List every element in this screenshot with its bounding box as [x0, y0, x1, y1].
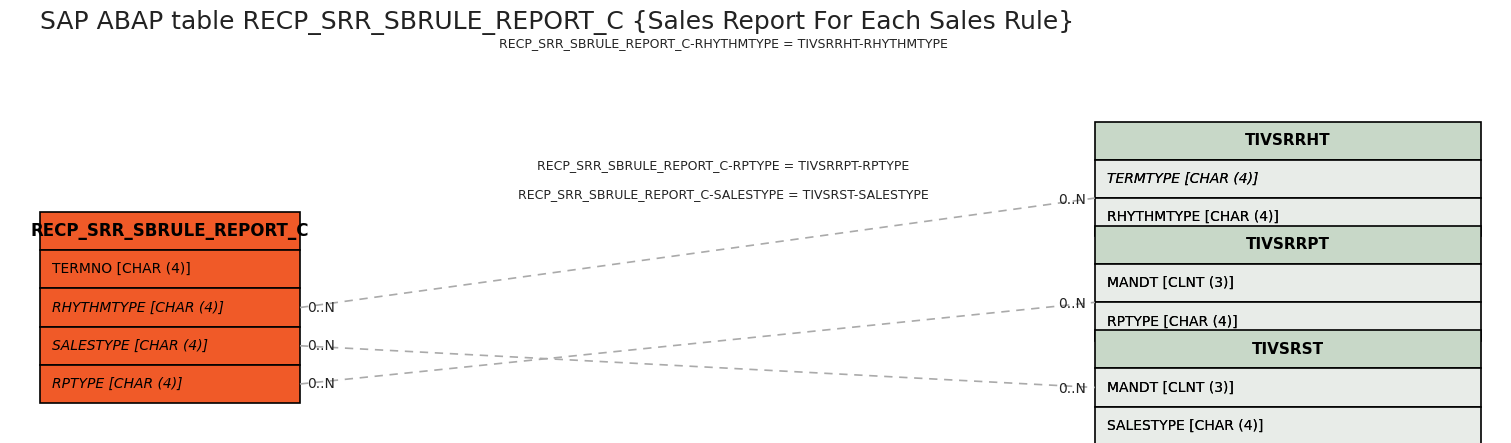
- Text: 0..N: 0..N: [1058, 382, 1086, 396]
- Text: RPTYPE [CHAR (4)]: RPTYPE [CHAR (4)]: [1108, 315, 1238, 328]
- Text: RECP_SRR_SBRULE_REPORT_C-SALESTYPE = TIVSRST-SALESTYPE: RECP_SRR_SBRULE_REPORT_C-SALESTYPE = TIV…: [518, 188, 929, 201]
- FancyBboxPatch shape: [39, 288, 301, 326]
- FancyBboxPatch shape: [39, 212, 301, 250]
- FancyBboxPatch shape: [1095, 302, 1481, 341]
- Text: RPTYPE [CHAR (4)]: RPTYPE [CHAR (4)]: [51, 377, 183, 391]
- Text: TERMNO [CHAR (4)]: TERMNO [CHAR (4)]: [51, 262, 190, 276]
- Text: RPTYPE [CHAR (4)]: RPTYPE [CHAR (4)]: [1108, 315, 1238, 328]
- FancyBboxPatch shape: [1095, 407, 1481, 443]
- FancyBboxPatch shape: [1095, 330, 1481, 368]
- Text: RECP_SRR_SBRULE_REPORT_C-RPTYPE = TIVSRRPT-RPTYPE: RECP_SRR_SBRULE_REPORT_C-RPTYPE = TIVSRR…: [538, 159, 910, 171]
- FancyBboxPatch shape: [1095, 198, 1481, 236]
- Text: MANDT [CLNT (3)]: MANDT [CLNT (3)]: [1108, 381, 1233, 394]
- Text: RHYTHMTYPE [CHAR (4)]: RHYTHMTYPE [CHAR (4)]: [1108, 210, 1278, 224]
- Text: 0..N: 0..N: [1058, 297, 1086, 311]
- Text: SALESTYPE [CHAR (4)]: SALESTYPE [CHAR (4)]: [1108, 419, 1263, 433]
- FancyBboxPatch shape: [1095, 160, 1481, 198]
- Text: TIVSRST: TIVSRST: [1253, 342, 1324, 357]
- Text: TIVSRRHT: TIVSRRHT: [1245, 133, 1331, 148]
- Text: 0..N: 0..N: [307, 300, 335, 315]
- Text: TERMTYPE [CHAR (4)]: TERMTYPE [CHAR (4)]: [1108, 172, 1259, 186]
- FancyBboxPatch shape: [39, 250, 301, 288]
- FancyBboxPatch shape: [1095, 264, 1481, 302]
- Text: 0..N: 0..N: [1058, 193, 1086, 207]
- Text: RECP_SRR_SBRULE_REPORT_C: RECP_SRR_SBRULE_REPORT_C: [30, 222, 310, 240]
- FancyBboxPatch shape: [1095, 368, 1481, 407]
- Text: SAP ABAP table RECP_SRR_SBRULE_REPORT_C {Sales Report For Each Sales Rule}: SAP ABAP table RECP_SRR_SBRULE_REPORT_C …: [39, 11, 1074, 35]
- Text: TERMTYPE [CHAR (4)]: TERMTYPE [CHAR (4)]: [1108, 172, 1259, 186]
- Text: MANDT [CLNT (3)]: MANDT [CLNT (3)]: [1108, 276, 1233, 290]
- Text: RHYTHMTYPE [CHAR (4)]: RHYTHMTYPE [CHAR (4)]: [1108, 210, 1278, 224]
- FancyBboxPatch shape: [1095, 122, 1481, 160]
- Text: SALESTYPE [CHAR (4)]: SALESTYPE [CHAR (4)]: [1108, 419, 1263, 433]
- FancyBboxPatch shape: [1095, 226, 1481, 264]
- Text: RHYTHMTYPE [CHAR (4)]: RHYTHMTYPE [CHAR (4)]: [51, 300, 224, 315]
- FancyBboxPatch shape: [39, 365, 301, 403]
- Text: RECP_SRR_SBRULE_REPORT_C-RHYTHMTYPE = TIVSRRHT-RHYTHMTYPE: RECP_SRR_SBRULE_REPORT_C-RHYTHMTYPE = TI…: [499, 37, 947, 50]
- FancyBboxPatch shape: [39, 326, 301, 365]
- Text: MANDT [CLNT (3)]: MANDT [CLNT (3)]: [1108, 381, 1233, 394]
- Text: MANDT [CLNT (3)]: MANDT [CLNT (3)]: [1108, 276, 1233, 290]
- Text: 0..N: 0..N: [307, 339, 335, 353]
- Text: TIVSRRPT: TIVSRRPT: [1247, 237, 1330, 253]
- Text: SALESTYPE [CHAR (4)]: SALESTYPE [CHAR (4)]: [51, 339, 209, 353]
- Text: 0..N: 0..N: [307, 377, 335, 391]
